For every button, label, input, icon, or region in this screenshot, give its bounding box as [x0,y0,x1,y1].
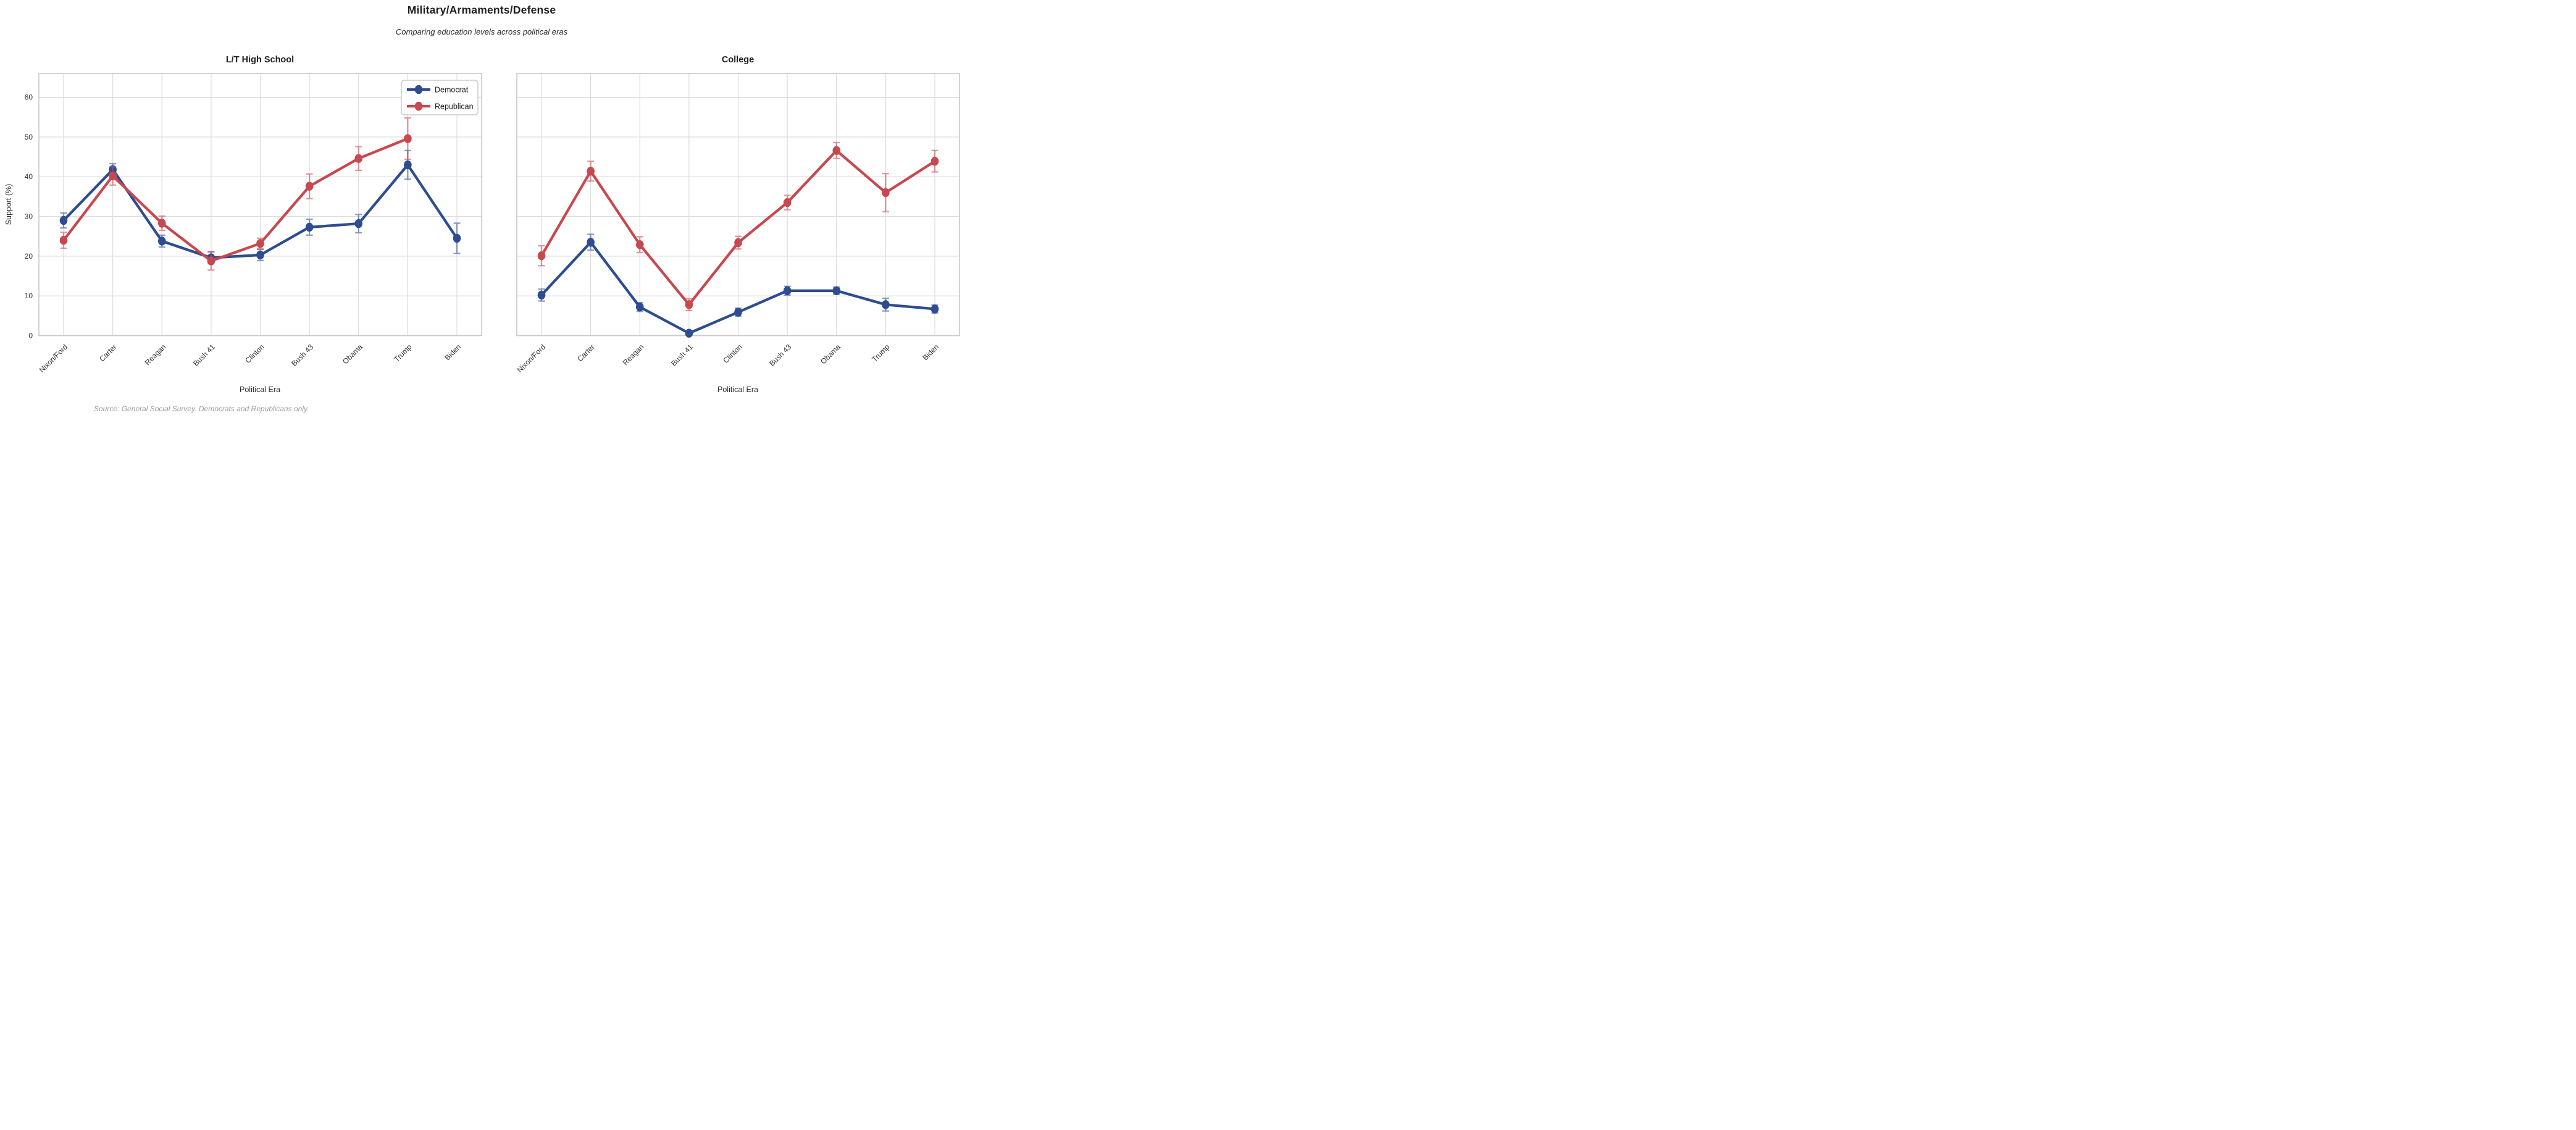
legend-label: Republican [435,103,474,111]
republican-marker [109,171,117,181]
subplot-title-college: College [721,55,755,65]
democrat-marker [354,219,363,228]
republican-marker [59,235,68,245]
republican-marker [207,256,215,266]
democrat-marker [734,308,742,317]
democrat-marker [157,236,166,246]
republican-marker [305,182,314,191]
x-tick-label: Reagan [621,343,646,367]
page-title: Military/Armaments/Defense [407,4,556,16]
democrat-marker [882,300,890,309]
republican-marker [587,167,595,176]
legend-marker [414,85,423,94]
republican-marker [882,188,890,198]
x-tick-label: Obama [819,342,842,366]
plot-border [38,73,482,337]
democrat-marker [537,290,546,300]
source-note: Source: General Social Survey. Democrats… [94,404,309,413]
plot-border [516,73,960,337]
republican-marker [635,240,644,249]
democrat-marker [635,302,644,312]
republican-marker [354,154,363,163]
democrat-marker [59,216,68,225]
x-tick-label: Clinton [721,343,743,365]
x-tick-label: Carter [575,343,596,363]
x-axis-title-right: Political Era [717,385,758,394]
y-tick-label: 10 [25,291,33,300]
x-axis-title-left: Political Era [240,385,280,394]
y-tick-label: 50 [25,133,33,141]
republican-marker [930,156,939,166]
republican-marker [537,251,546,261]
democrat-marker [930,304,939,314]
x-tick-label: Biden [921,343,941,362]
x-tick-label: Bush 43 [767,343,793,368]
y-tick-label: 60 [25,93,33,102]
democrat-marker [587,238,595,247]
republican-marker [734,238,742,248]
republican-marker [256,239,264,248]
page-subtitle: Comparing education levels across politi… [395,27,568,36]
democrat-marker [305,222,314,232]
legend-marker [414,101,423,111]
republican-marker [157,219,166,228]
democrat-marker [832,286,841,296]
y-tick-label: 40 [25,172,33,181]
democrat-marker [256,250,264,260]
republican-marker [685,300,693,309]
chart-college: Nixon/Ford Carter Reagan Bush 41 Clinton Bush… [516,73,960,374]
republican-marker [783,198,792,207]
x-tick-label: Nixon/Ford [516,343,547,374]
y-tick-label: 0 [28,332,33,340]
democrat-marker [404,160,412,170]
legend-label: Democrat [435,86,469,94]
democrat-marker [783,286,792,296]
y-tick-label: 20 [25,252,33,261]
democrat-marker [685,329,693,338]
republican-marker [404,134,412,143]
figure: Military/Armaments/Defense Comparing edu… [0,0,963,422]
x-tick-label: Trump [870,342,891,363]
subplot-title-lt-high-school: L/T High School [225,55,295,65]
y-tick-label: 30 [25,212,33,221]
republican-line [62,137,409,262]
x-tick-label: Bush 41 [669,343,695,368]
republican-marker [832,146,841,155]
democrat-marker [453,233,461,243]
